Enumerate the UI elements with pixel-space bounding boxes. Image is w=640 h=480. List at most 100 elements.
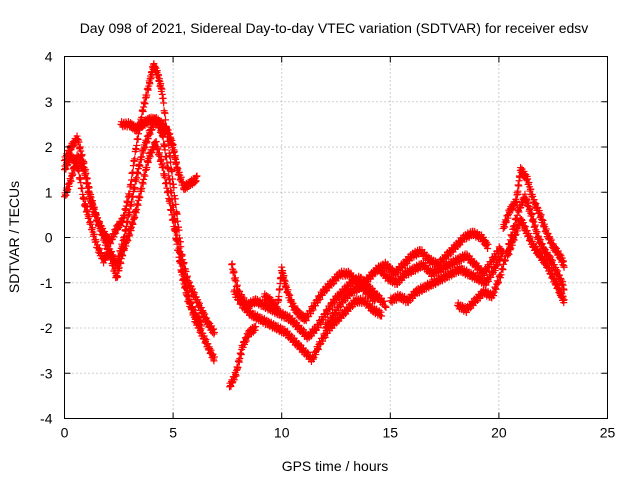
data-point — [161, 174, 169, 182]
data-point — [323, 324, 331, 332]
data-point — [210, 353, 218, 361]
data-point — [210, 328, 218, 336]
data-point — [136, 193, 144, 201]
data-point — [171, 227, 179, 235]
x-tick-label: 10 — [274, 425, 290, 441]
series-trace-6 — [228, 260, 390, 343]
data-marks — [61, 60, 568, 391]
data-point — [378, 312, 386, 320]
series-trace-5 — [226, 323, 260, 391]
data-point — [498, 265, 506, 273]
data-point — [131, 155, 139, 163]
data-point — [498, 252, 506, 260]
data-point — [321, 333, 329, 341]
data-point — [370, 293, 378, 301]
data-point — [496, 274, 504, 282]
x-tick-label: 25 — [600, 425, 616, 441]
data-point — [119, 251, 127, 259]
y-tick-label: -3 — [40, 365, 53, 381]
data-point — [514, 187, 522, 195]
data-point — [193, 172, 201, 180]
series-trace-7 — [230, 286, 386, 365]
data-point — [495, 278, 503, 286]
data-point — [500, 260, 508, 268]
data-point — [302, 317, 310, 325]
data-point — [197, 322, 205, 330]
data-point — [170, 184, 178, 192]
data-point — [494, 279, 502, 287]
data-point — [164, 188, 172, 196]
grid-lines — [64, 56, 608, 419]
data-point — [381, 302, 389, 310]
data-point — [489, 270, 497, 278]
data-point — [316, 295, 324, 303]
data-point — [176, 259, 184, 267]
series-trace-2 — [61, 114, 218, 365]
y-tick-label: -2 — [40, 320, 53, 336]
data-point — [237, 297, 245, 305]
data-point — [371, 296, 379, 304]
data-point — [231, 286, 239, 294]
y-tick-label: 0 — [45, 230, 53, 246]
data-point — [169, 216, 177, 224]
series-trace-4 — [61, 138, 205, 330]
y-tick-label: 2 — [45, 139, 53, 155]
data-point — [377, 308, 385, 316]
data-point — [327, 317, 335, 325]
data-point — [85, 188, 93, 196]
data-point — [128, 176, 136, 184]
data-point — [159, 164, 167, 172]
y-axis-label: SDTVAR / TECUs — [6, 181, 22, 293]
y-tick-label: 3 — [45, 94, 53, 110]
data-point — [312, 351, 320, 359]
data-point — [560, 263, 568, 271]
data-point — [491, 267, 499, 275]
data-point — [161, 146, 169, 154]
series-trace-11 — [386, 247, 507, 307]
data-point — [309, 306, 317, 314]
data-point — [121, 211, 129, 219]
data-point — [274, 305, 282, 313]
axis-ticks — [64, 56, 608, 419]
data-point — [133, 141, 141, 149]
data-point — [143, 91, 151, 99]
x-tick-label: 15 — [383, 425, 399, 441]
plot-frame — [64, 56, 608, 419]
data-point — [136, 162, 144, 170]
x-tick-label: 5 — [169, 425, 177, 441]
chart-title: Day 098 of 2021, Sidereal Day-to-day VTE… — [80, 20, 589, 36]
data-point — [490, 292, 498, 300]
data-point — [493, 261, 501, 269]
data-point — [166, 199, 174, 207]
data-point — [513, 197, 521, 205]
data-point — [80, 164, 88, 172]
data-point — [161, 109, 169, 117]
data-point — [314, 345, 322, 353]
series-trace-8 — [260, 263, 379, 325]
data-point — [162, 153, 170, 161]
y-tick-label: 1 — [45, 184, 53, 200]
data-point — [382, 303, 390, 311]
data-point — [168, 168, 176, 176]
series-trace-14 — [504, 214, 568, 307]
x-axis-tick-labels: 0 5 10 15 20 25 — [61, 425, 616, 441]
data-point — [173, 240, 181, 248]
data-point — [143, 163, 151, 171]
data-point — [501, 256, 509, 264]
data-point — [491, 284, 499, 292]
data-point — [131, 184, 139, 192]
data-point — [275, 293, 283, 301]
data-point — [370, 297, 378, 305]
x-tick-label: 0 — [61, 425, 69, 441]
data-point — [75, 138, 83, 146]
y-tick-label: -4 — [40, 411, 53, 427]
data-point — [314, 344, 322, 352]
y-axis-tick-labels: -4 -3 -2 -1 0 1 2 3 4 — [40, 49, 53, 427]
data-point — [484, 278, 492, 286]
x-tick-label: 20 — [491, 425, 507, 441]
data-point — [499, 266, 507, 274]
data-point — [560, 296, 568, 304]
y-tick-label: 4 — [45, 49, 53, 65]
data-point — [330, 313, 338, 321]
